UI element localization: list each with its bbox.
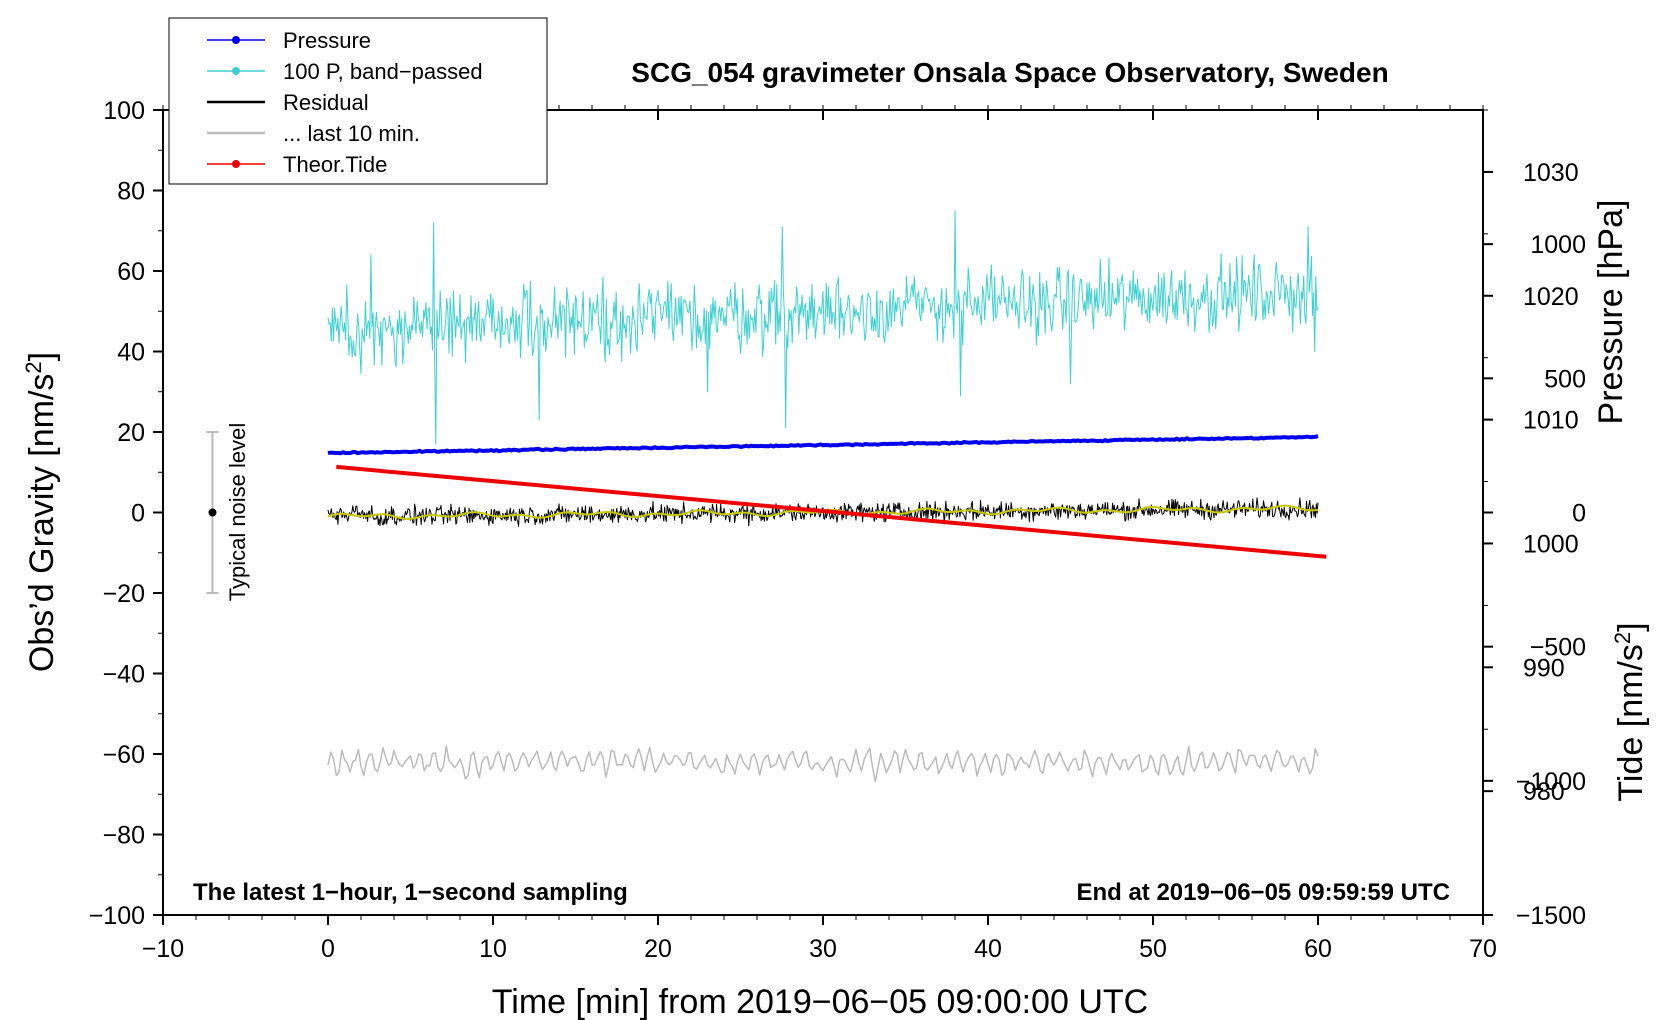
legend-label: Theor.Tide [283, 152, 387, 177]
x-tick-label: 40 [974, 935, 1002, 963]
legend-swatch-marker [232, 36, 240, 44]
y-tide-tick-label: 500 [1544, 365, 1586, 393]
series-pressure [327, 434, 1319, 456]
y-tide-tick-label: 1000 [1530, 231, 1586, 259]
x-tick-label: 30 [809, 935, 837, 963]
x-tick-label: 60 [1304, 935, 1332, 963]
x-tick-label: 10 [479, 935, 507, 963]
y-left-tick-label: 40 [117, 339, 145, 367]
y-axis-title-left-sup: 2 [21, 361, 46, 373]
y-tide-tick-label: −500 [1530, 634, 1586, 662]
y-left-tick-label: 80 [117, 178, 145, 206]
y-tide-tick-label: −1500 [1516, 902, 1586, 930]
x-tick-label: 70 [1469, 935, 1497, 963]
legend: Pressure 100 P, band−passed Residual ... la… [168, 17, 548, 185]
y-tide-tick-label: −1000 [1516, 768, 1586, 796]
note-right: End at 2019−06−05 09:59:59 UTC [1076, 879, 1450, 906]
y-left-tick-label: −80 [103, 822, 145, 850]
legend-item: Theor.Tide [207, 152, 387, 177]
y-pressure-tick-label: 1030 [1523, 159, 1579, 187]
x-tick-label: 20 [644, 935, 672, 963]
y-pressure-tick-label: 980 [1523, 778, 1565, 806]
x-axis-title: Time [min] from 2019−06−05 09:00:00 UTC [492, 983, 1148, 1020]
chart-title: SCG_054 gravimeter Onsala Space Observat… [631, 57, 1388, 88]
legend-items: Pressure 100 P, band−passed Residual ... la… [207, 28, 483, 177]
legend-swatch-marker [232, 160, 240, 168]
y-pressure-tick-label: 1010 [1523, 407, 1579, 435]
legend-label: Pressure [283, 28, 371, 53]
y-left-tick-label: 60 [117, 258, 145, 286]
y-axis-title-tide-text: Tide [nm/s [1612, 644, 1650, 801]
legend-item: Residual [207, 90, 369, 115]
legend-item: 100 P, band−passed [207, 59, 483, 84]
y-left-tick-label: −40 [103, 661, 145, 689]
noise-level-marker [206, 431, 219, 594]
x-tick-label: −10 [142, 935, 184, 963]
y-tide-tick-label: 0 [1572, 500, 1586, 528]
y-axis-title-pressure: Pressure [hPa] [1592, 200, 1630, 425]
y-axis-title-tide: Tide [nm/s2] [1610, 622, 1650, 801]
x-tick-label: 50 [1139, 935, 1167, 963]
y-pressure-tick-label: 1020 [1523, 283, 1579, 311]
series-last-10-min [327, 745, 1319, 783]
y-left-tick-label: −100 [89, 902, 145, 930]
y-axis-title-left-end: ] [23, 352, 61, 361]
y-axis-title-tide-end: ] [1612, 622, 1650, 631]
legend-swatch-marker [232, 67, 240, 75]
y-left-tick-label: 0 [131, 500, 145, 528]
y-left-tick-label: 20 [117, 419, 145, 447]
noise-level-center-dot [208, 508, 217, 517]
legend-item: Pressure [207, 28, 371, 53]
x-tick-label: 0 [321, 935, 335, 963]
y-axis-title-tide-sup: 2 [1610, 632, 1635, 644]
legend-label: ... last 10 min. [283, 121, 420, 146]
note-left: The latest 1−hour, 1−second sampling [193, 879, 628, 906]
series-layer [327, 210, 1327, 783]
y-pressure-tick-label: 990 [1523, 654, 1565, 682]
series-theor-tide [336, 464, 1327, 559]
y-axis-title-left: Obs’d Gravity [nm/s2] [21, 352, 61, 672]
noise-level-label: Typical noise level [225, 423, 250, 602]
y-pressure-tick-label: 1000 [1523, 530, 1579, 558]
legend-label: 100 P, band−passed [283, 59, 483, 84]
y-axis-title-left-text: Obs’d Gravity [nm/s [23, 374, 61, 673]
y-left-tick-label: 100 [103, 97, 145, 125]
y-left-tick-label: −20 [103, 580, 145, 608]
ticks-layer: −10 0 10 20 30 40 50 60 70100806040200−20−40−60−… [89, 97, 1586, 963]
series-residual [327, 497, 1319, 527]
legend-label: Residual [283, 90, 369, 115]
y-left-tick-label: −60 [103, 741, 145, 769]
series-100-p-band-passed [327, 210, 1319, 445]
legend-item: ... last 10 min. [207, 121, 420, 146]
